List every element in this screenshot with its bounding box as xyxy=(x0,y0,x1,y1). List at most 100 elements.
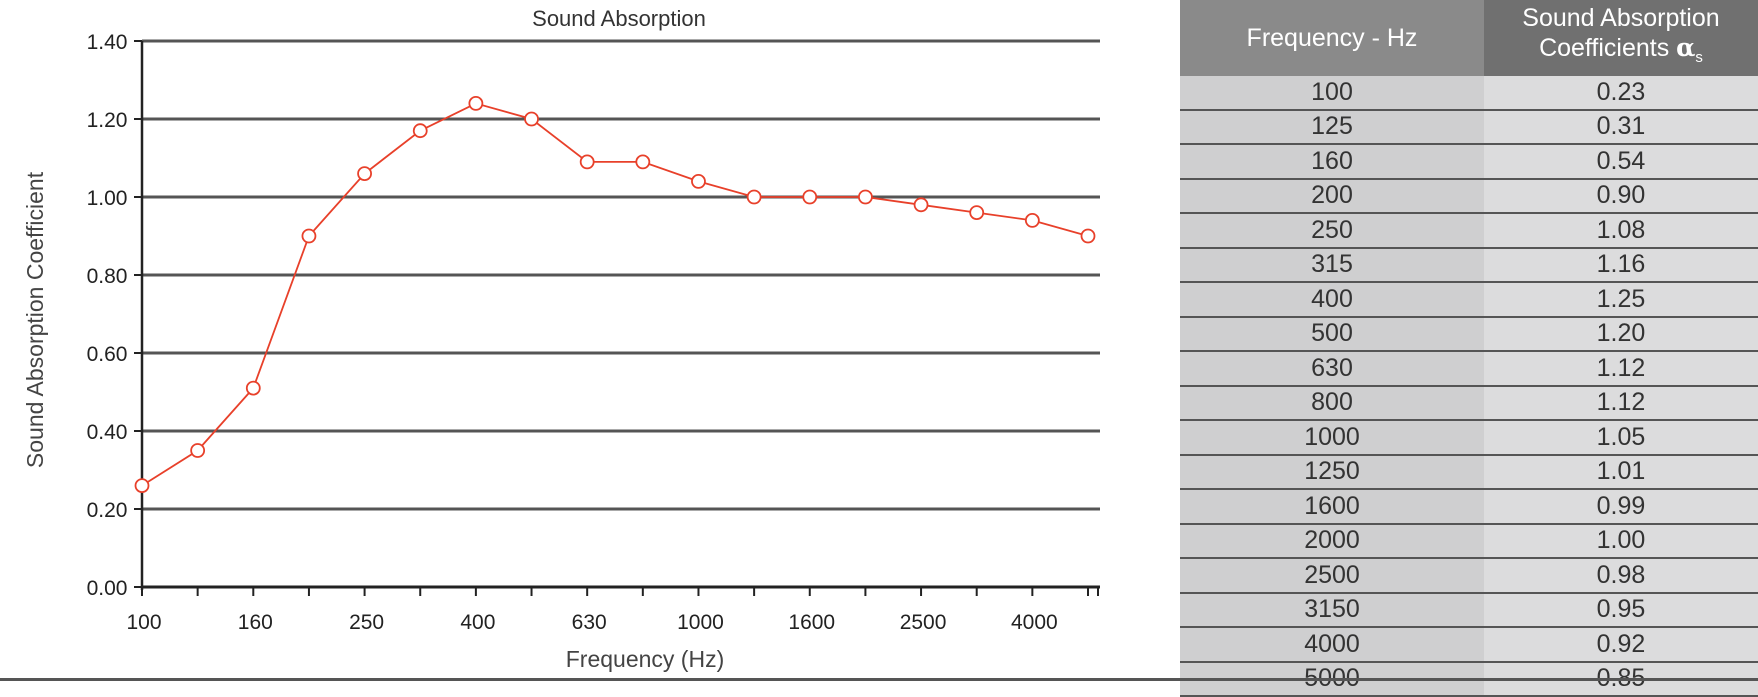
data-point xyxy=(357,166,372,182)
series-line xyxy=(141,102,1089,487)
series-line-group xyxy=(134,96,1096,494)
coefficient-cell: 0.99 xyxy=(1484,489,1758,525)
y-tick-label: 1.00 xyxy=(87,187,128,210)
data-point xyxy=(746,189,762,205)
data-point xyxy=(301,228,317,244)
absorption-table-panel: Frequency - Hz Sound Absorption Coeffici… xyxy=(1180,0,1758,697)
x-tick-label: 400 xyxy=(460,611,495,634)
coefficient-cell: 1.16 xyxy=(1484,247,1758,283)
absorption-table: Frequency - Hz Sound Absorption Coeffici… xyxy=(1180,0,1758,697)
data-point xyxy=(858,189,873,205)
data-point xyxy=(412,123,428,139)
frequency-cell: 500 xyxy=(1180,316,1484,352)
header-coef-line1: Sound Absorption xyxy=(1522,4,1720,32)
table-row: 1000 1.05 xyxy=(1180,420,1758,456)
y-tick-label: 1.20 xyxy=(87,109,128,132)
coefficient-cell: 0.98 xyxy=(1484,558,1758,594)
table-row: 315 1.16 xyxy=(1180,247,1758,283)
data-point xyxy=(691,173,706,189)
y-tick-label: 0.20 xyxy=(87,499,128,522)
x-tick-label: 1600 xyxy=(788,611,835,634)
x-tick-label: 250 xyxy=(349,611,384,634)
data-point xyxy=(913,197,929,213)
y-tick-label: 0.60 xyxy=(87,343,128,366)
bottom-divider xyxy=(0,678,1758,681)
x-tick-label: 630 xyxy=(572,611,607,634)
coefficient-cell: 1.00 xyxy=(1484,523,1758,559)
x-tick-label: 1000 xyxy=(677,611,724,634)
data-point xyxy=(1080,228,1096,244)
x-tick-labels: 100 160 250 400 630 1000 1600 2500 4000 xyxy=(126,611,1057,634)
table-row: 4000 0.92 xyxy=(1180,627,1758,663)
table-row: 125 0.31 xyxy=(1180,109,1758,145)
coefficient-cell: 1.12 xyxy=(1484,385,1758,421)
frequency-cell: 3150 xyxy=(1180,592,1484,628)
x-tick-label: 100 xyxy=(126,611,161,634)
table-row: 100 0.23 xyxy=(1180,76,1758,111)
frequency-cell: 1000 xyxy=(1180,420,1484,456)
y-tick-label: 0.80 xyxy=(87,265,128,288)
data-point xyxy=(1024,212,1040,228)
coefficient-cell: 0.92 xyxy=(1484,627,1758,663)
frequency-cell: 2000 xyxy=(1180,523,1484,559)
frequency-cell: 4000 xyxy=(1180,627,1484,663)
coefficient-cell: 0.23 xyxy=(1484,76,1758,111)
table-row: 250 1.08 xyxy=(1180,213,1758,249)
data-point xyxy=(134,478,150,494)
data-point xyxy=(635,154,651,170)
header-coef-line2: Coefficients xyxy=(1539,34,1677,62)
chart-axes xyxy=(134,40,1100,596)
data-point xyxy=(802,189,818,205)
table-row: 630 1.12 xyxy=(1180,351,1758,387)
data-point xyxy=(468,96,484,111)
table-row: 2000 1.00 xyxy=(1180,523,1758,559)
frequency-cell: 160 xyxy=(1180,144,1484,180)
frequency-cell: 400 xyxy=(1180,282,1484,318)
data-point xyxy=(579,154,595,170)
coefficient-cell: 1.08 xyxy=(1484,213,1758,249)
frequency-cell: 100 xyxy=(1180,76,1484,111)
column-header-coefficient: Sound Absorption Coefficients αs xyxy=(1484,0,1758,76)
frequency-cell: 1600 xyxy=(1180,489,1484,525)
table-row: 500 1.20 xyxy=(1180,316,1758,352)
table-row: 200 0.90 xyxy=(1180,178,1758,214)
alpha-symbol: α xyxy=(1676,33,1696,62)
frequency-cell: 1250 xyxy=(1180,454,1484,490)
table-header-row: Frequency - Hz Sound Absorption Coeffici… xyxy=(1180,0,1758,76)
x-tick-label: 2500 xyxy=(900,611,947,634)
y-tick-label: 0.40 xyxy=(87,421,128,444)
table-row: 800 1.12 xyxy=(1180,385,1758,421)
coefficient-cell: 0.54 xyxy=(1484,144,1758,180)
frequency-cell: 630 xyxy=(1180,351,1484,387)
table-row: 3150 0.95 xyxy=(1180,592,1758,628)
table-row: 2500 0.98 xyxy=(1180,558,1758,594)
y-tick-label: 1.40 xyxy=(87,31,128,54)
column-header-frequency: Frequency - Hz xyxy=(1180,0,1484,76)
coefficient-cell: 0.95 xyxy=(1484,592,1758,628)
x-axis-label: Frequency (Hz) xyxy=(566,646,724,672)
data-point xyxy=(524,111,539,127)
x-tick-label: 4000 xyxy=(1011,611,1058,634)
frequency-cell: 2500 xyxy=(1180,558,1484,594)
coefficient-cell: 1.01 xyxy=(1484,454,1758,490)
table-row: 160 0.54 xyxy=(1180,144,1758,180)
x-tick-label: 160 xyxy=(238,611,273,634)
coefficient-cell: 1.12 xyxy=(1484,351,1758,387)
coefficient-cell: 0.31 xyxy=(1484,109,1758,145)
frequency-cell: 800 xyxy=(1180,385,1484,421)
data-point xyxy=(245,380,261,396)
data-point xyxy=(190,443,206,458)
sound-absorption-chart: Sound Absorption 0.00 0.20 0.40 0.60 0.80 1.0… xyxy=(22,6,1100,672)
frequency-cell: 315 xyxy=(1180,247,1484,283)
table-row: 400 1.25 xyxy=(1180,282,1758,318)
chart-title: Sound Absorption xyxy=(532,6,706,31)
table-row: 1250 1.01 xyxy=(1180,454,1758,490)
data-point xyxy=(969,205,985,221)
chart-gridlines xyxy=(142,39,1100,511)
y-axis-label: Sound Absorption Coefficient xyxy=(22,171,48,468)
coefficient-cell: 1.25 xyxy=(1484,282,1758,318)
alpha-subscript: s xyxy=(1695,49,1703,66)
coefficient-cell: 1.20 xyxy=(1484,316,1758,352)
y-tick-labels: 0.00 0.20 0.40 0.60 0.80 1.00 1.20 1.40 xyxy=(87,31,128,600)
frequency-cell: 200 xyxy=(1180,178,1484,214)
